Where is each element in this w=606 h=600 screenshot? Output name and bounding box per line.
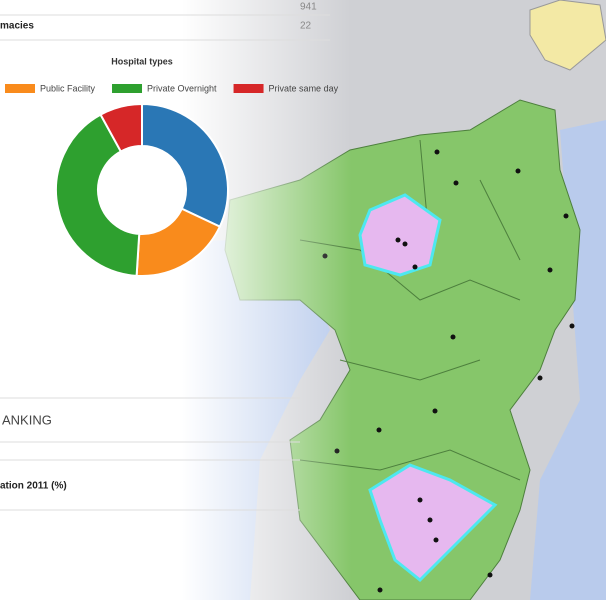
legend-label: Public Facility (40, 83, 96, 93)
legend-swatch (5, 84, 35, 93)
stat-label: macies (0, 21, 34, 32)
legend-label: Private same day (269, 83, 339, 93)
donut-slice (55, 113, 141, 277)
section-title: ANKING (2, 412, 52, 427)
donut-slice (99, 102, 143, 153)
legend-swatch (112, 84, 143, 93)
donut-slice (141, 102, 229, 228)
legend-swatch (233, 84, 264, 93)
section-title: ation 2011 (%) (0, 481, 67, 492)
chart-title: Hospital types (111, 56, 173, 66)
stat-value: 941 (300, 2, 317, 13)
stat-value: 22 (300, 21, 312, 32)
legend-label: Private Overnight (147, 83, 217, 93)
